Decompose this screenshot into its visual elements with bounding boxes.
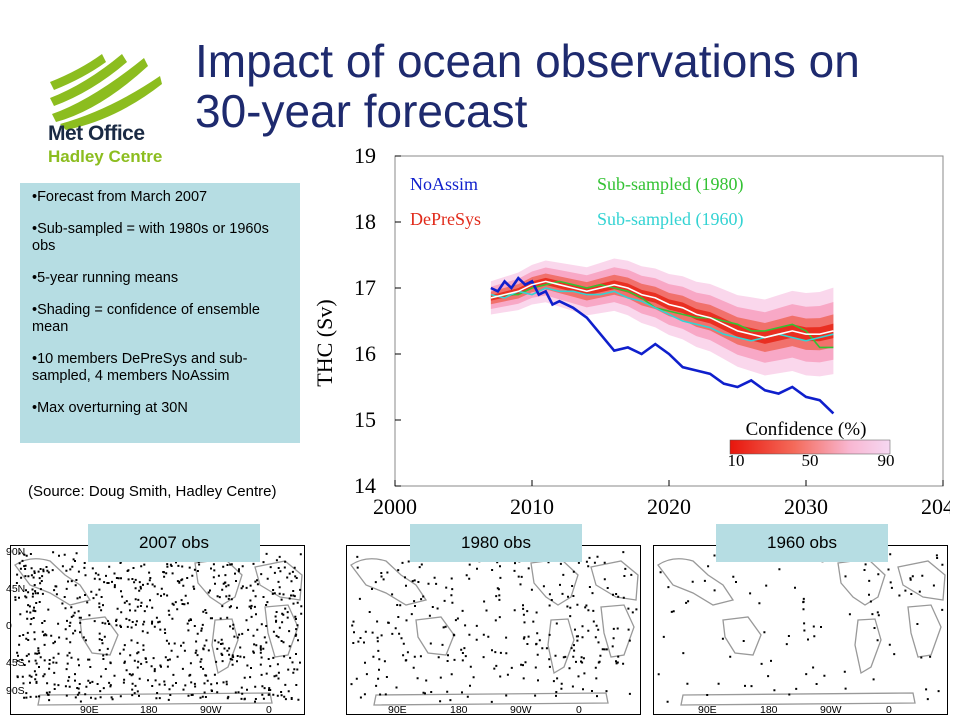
coastline	[79, 616, 119, 656]
map-label-1960: 1960 obs	[716, 524, 888, 562]
slide-title: Impact of ocean observations on 30-year …	[195, 35, 860, 137]
logo-subname: Hadley Centre	[48, 147, 163, 166]
confidence-colorbar	[729, 439, 891, 455]
met-office-logo	[50, 54, 162, 130]
map-frame	[653, 545, 948, 715]
lon-label: 180	[760, 704, 778, 716]
series-line-depresys	[490, 280, 834, 339]
lon-label: 90E	[388, 704, 407, 716]
lon-label: 0	[886, 704, 892, 716]
logo-name: Met Office	[48, 122, 145, 145]
lon-label: 90E	[698, 704, 717, 716]
legend-depresys: DePreSys	[410, 209, 481, 229]
source-note: (Source: Doug Smith, Hadley Centre)	[28, 483, 277, 500]
info-bullet: •Max overturning at 30N	[32, 400, 188, 416]
coastline	[350, 558, 428, 606]
coastline	[657, 558, 735, 606]
coastline	[680, 692, 916, 706]
lon-label: 0	[266, 704, 272, 716]
lat-label: 90N	[6, 546, 26, 558]
lat-label: 0	[6, 620, 12, 632]
lon-label: 180	[140, 704, 158, 716]
y-tick-label: 14	[354, 473, 376, 498]
coastline	[722, 616, 762, 656]
x-tick-label: 2030	[784, 494, 828, 519]
confidence-tick: 90	[878, 451, 895, 470]
y-tick-label: 18	[354, 209, 376, 234]
info-bullet: •Shading = confidence of ensemble mean	[32, 302, 260, 335]
y-tick-label: 15	[354, 407, 376, 432]
legend-sub1980: Sub-sampled (1980)	[597, 174, 743, 195]
coastline	[590, 560, 639, 601]
info-bullet: •Forecast from March 2007	[32, 189, 208, 205]
coastline	[373, 692, 609, 706]
y-axis-label: THC (Sv)	[312, 299, 337, 386]
confidence-title: Confidence (%)	[746, 419, 867, 440]
x-tick-label: 2040	[921, 494, 950, 519]
lon-label: 90W	[510, 704, 532, 716]
map-label-2007: 2007 obs	[88, 524, 260, 562]
map-frame	[346, 545, 641, 715]
confidence-tick: 50	[802, 451, 819, 470]
obs-map-1980	[346, 545, 641, 715]
lat-label: 45S	[6, 657, 25, 669]
x-tick-label: 2000	[373, 494, 417, 519]
coastline	[211, 618, 239, 675]
info-bullet: •10 members DePreSys and sub-sampled, 4 …	[32, 351, 248, 384]
lon-label: 0	[576, 704, 582, 716]
coastline	[415, 616, 455, 656]
y-tick-label: 19	[354, 148, 376, 168]
coastline	[37, 692, 273, 706]
coastline	[264, 604, 299, 658]
coastline	[600, 604, 635, 658]
obs-map-2007	[10, 545, 305, 715]
series-line-sub-sampled-1980-	[490, 280, 834, 349]
map-label-1980: 1980 obs	[410, 524, 582, 562]
x-tick-label: 2010	[510, 494, 554, 519]
y-tick-label: 16	[354, 341, 376, 366]
lon-label: 90W	[820, 704, 842, 716]
info-bullet: •5-year running means	[32, 270, 179, 286]
lon-label: 90W	[200, 704, 222, 716]
coastline	[907, 604, 942, 658]
thc-chart: 2000 2010 2020 2030 2040 14 15 16 17 18 19 THC (Sv…	[312, 148, 950, 519]
coastline	[547, 618, 575, 675]
coastline	[854, 618, 882, 675]
coastline	[897, 560, 946, 601]
lon-label: 90E	[80, 704, 99, 716]
info-box: •Forecast from March 2007 •Sub-sampled =…	[20, 183, 300, 443]
series-line-noassim	[490, 276, 835, 415]
lat-label: 45N	[6, 583, 26, 595]
x-tick-label: 2020	[647, 494, 691, 519]
confidence-band	[490, 277, 834, 344]
y-tick-label: 17	[354, 275, 376, 300]
legend-noassim: NoAssim	[410, 174, 478, 194]
lat-label: 90S	[6, 685, 25, 697]
info-bullet: •Sub-sampled = with 1980s or 1960s obs	[32, 221, 269, 254]
lon-label: 180	[450, 704, 468, 716]
obs-map-1960	[653, 545, 948, 715]
legend-sub1960: Sub-sampled (1960)	[597, 209, 743, 230]
confidence-tick: 10	[728, 451, 745, 470]
